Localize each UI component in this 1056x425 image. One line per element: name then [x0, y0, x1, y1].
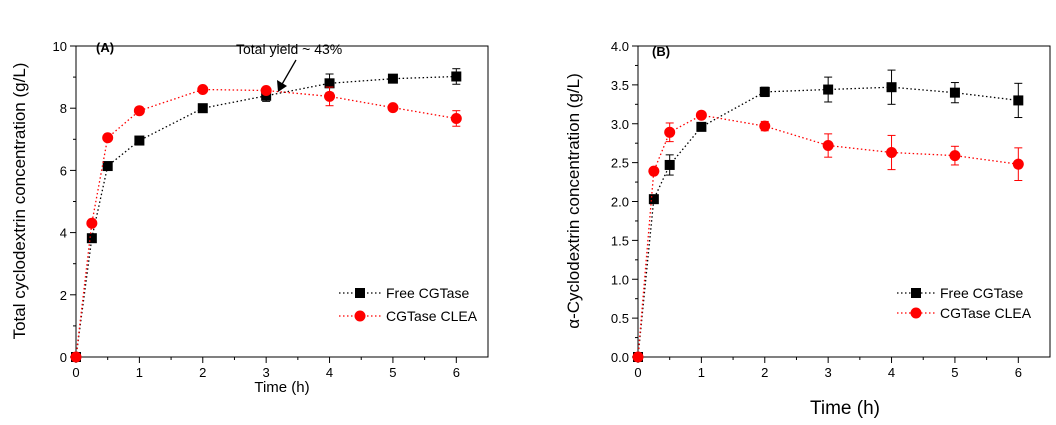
- y-tick-label-b: 2.0: [611, 195, 629, 210]
- y-tick-label-b: 0.5: [611, 311, 629, 326]
- data-point-circle-b: [886, 147, 898, 159]
- data-point-circle-a: [197, 84, 209, 96]
- data-point-square-a: [387, 73, 398, 84]
- y-tick-label-a: 0: [60, 350, 67, 365]
- legend-marker-clea-a: [354, 310, 366, 322]
- ticks-a: 0 1 2 3 4 5 6 0 2 4 6 8 10: [53, 39, 460, 380]
- data-point-square-a: [197, 103, 208, 114]
- data-point-circle-a: [260, 84, 272, 96]
- annotation-arrow-a: [277, 59, 297, 92]
- y-tick-label-b: 1.5: [611, 233, 629, 248]
- x-tick-label-a: 0: [72, 365, 79, 380]
- data-point-square-b: [823, 84, 834, 95]
- data-point-square-a: [451, 71, 462, 82]
- legend-label-free-a: Free CGTase: [386, 285, 469, 301]
- legend-label-clea-a: CGTase CLEA: [386, 308, 478, 324]
- x-tick-label-b: 2: [761, 365, 768, 380]
- x-tick-label-b: 3: [825, 365, 832, 380]
- data-point-circle-a: [450, 112, 462, 124]
- data-point-circle-b: [822, 140, 834, 152]
- legend-label-free-b: Free CGTase: [940, 285, 1023, 301]
- data-point-circle-a: [102, 132, 114, 144]
- x-axis-label-b: Time (h): [810, 398, 880, 419]
- data-point-circle-b: [695, 109, 707, 121]
- legend-b: Free CGTase CGTase CLEA: [897, 285, 1032, 321]
- data-point-square-b: [949, 87, 960, 98]
- y-tick-label-a: 6: [60, 163, 67, 178]
- legend-marker-free-b: [911, 288, 921, 298]
- y-tick-label-a: 8: [60, 101, 67, 116]
- data-point-square-b: [664, 159, 675, 170]
- data-point-square-a: [134, 135, 145, 146]
- data-point-circle-b: [632, 351, 644, 363]
- data-point-circle-a: [86, 217, 98, 229]
- y-tick-label-b: 3.0: [611, 117, 629, 132]
- data-point-square-b: [759, 86, 770, 97]
- data-point-circle-a: [387, 102, 399, 114]
- data-point-square-a: [324, 78, 335, 89]
- ticks-b: 0 1 2 3 4 5 6 0.0 0.5 1.0 1.5 2.0 2.5 3.0 3.5 4.0: [611, 39, 1022, 380]
- data-point-circle-b: [759, 120, 771, 132]
- panel-label-a: (A): [96, 40, 114, 55]
- y-tick-label-a: 4: [60, 226, 67, 241]
- x-axis-label-a: Time (h): [254, 379, 309, 396]
- data-point-square-a: [102, 161, 113, 172]
- x-tick-label-a: 3: [263, 365, 270, 380]
- x-tick-label-b: 1: [698, 365, 705, 380]
- legend-a: Free CGTase CGTase CLEA: [339, 285, 478, 324]
- data-point-circle-a: [133, 105, 145, 117]
- legend-marker-free-a: [355, 288, 365, 298]
- data-point-circle-b: [1012, 158, 1024, 170]
- y-tick-label-b: 4.0: [611, 39, 629, 54]
- x-tick-label-a: 4: [326, 365, 333, 380]
- x-tick-label-a: 5: [389, 365, 396, 380]
- data-point-square-b: [648, 194, 659, 205]
- x-tick-label-b: 4: [888, 365, 895, 380]
- annotation-text-a: Total yield ~ 43%: [236, 41, 342, 57]
- y-tick-label-b: 0.0: [611, 350, 629, 365]
- y-tick-label-b: 3.5: [611, 78, 629, 93]
- chart-panel-a: 0 1 2 3 4 5 6 0 2 4 6 8 10 (A) Time (h) Total cyclod…: [10, 39, 489, 396]
- x-tick-label-a: 1: [136, 365, 143, 380]
- x-tick-label-a: 2: [199, 365, 206, 380]
- y-axis-label-a: Total cyclodextrin concentration (g/L): [10, 63, 29, 340]
- x-tick-label-a: 6: [453, 365, 460, 380]
- data-point-circle-a: [70, 351, 82, 363]
- series-b: [632, 69, 1024, 363]
- x-tick-label-b: 5: [951, 365, 958, 380]
- data-point-square-b: [886, 82, 897, 93]
- panel-label-b: (B): [652, 44, 670, 59]
- y-tick-label-a: 2: [60, 288, 67, 303]
- series-line-a-0: [75, 75, 457, 358]
- x-tick-label-b: 6: [1015, 365, 1022, 380]
- legend-marker-clea-b: [910, 307, 922, 319]
- data-point-square-b: [696, 121, 707, 132]
- y-tick-label-a: 10: [53, 39, 67, 54]
- chart-panel-b: 0 1 2 3 4 5 6 0.0 0.5 1.0 1.5 2.0 2.5 3.0 3.5 4.0 (B) T…: [564, 39, 1051, 419]
- y-tick-label-b: 2.5: [611, 156, 629, 171]
- data-point-square-a: [86, 233, 97, 244]
- data-point-square-b: [1013, 95, 1024, 106]
- data-point-circle-a: [324, 90, 336, 102]
- data-point-circle-b: [664, 126, 676, 138]
- series-line-a-1: [75, 88, 457, 358]
- data-point-circle-b: [648, 165, 660, 177]
- y-tick-label-b: 1.0: [611, 272, 629, 287]
- data-point-circle-b: [949, 150, 961, 162]
- y-axis-label-b: α-Cyclodextrin concentration (g/L): [564, 73, 583, 329]
- legend-label-clea-b: CGTase CLEA: [940, 305, 1032, 321]
- x-tick-label-b: 0: [634, 365, 641, 380]
- series-a: [70, 68, 462, 363]
